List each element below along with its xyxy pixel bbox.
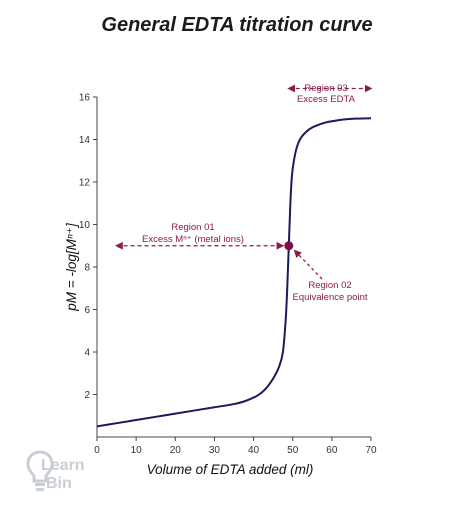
- region3-title: Region 03: [304, 83, 347, 94]
- x-tick-label: 40: [248, 445, 260, 456]
- region1-subtitle: Excess Mⁿ⁺ (metal ions): [142, 234, 244, 245]
- region2-title: Region 02: [308, 280, 351, 291]
- y-tick-label: 10: [79, 220, 91, 231]
- x-tick-label: 60: [326, 445, 338, 456]
- annotations: Region 01 Excess Mⁿ⁺ (metal ions) Region…: [115, 83, 373, 303]
- y-axis-label: pM = -log[Mⁿ⁺]: [64, 222, 79, 312]
- lightbulb-icon: [26, 450, 54, 491]
- region1-title: Region 01: [171, 222, 214, 233]
- equivalence-point-marker: [284, 241, 294, 251]
- x-tick-label: 50: [287, 445, 299, 456]
- y-tick-label: 2: [84, 390, 90, 401]
- x-tick-label: 0: [94, 445, 100, 456]
- region2-subtitle: Equivalence point: [293, 292, 368, 303]
- titration-curve-line: [96, 117, 372, 428]
- y-tick-label: 8: [84, 263, 90, 274]
- x-tick-label: 70: [365, 445, 377, 456]
- x-tick-label: 20: [170, 445, 182, 456]
- logo-text-line1: Learn: [41, 457, 85, 474]
- x-tick-label: 30: [209, 445, 221, 456]
- chart-title: General EDTA titration curve: [101, 14, 372, 36]
- logo-text-line2: Bin: [46, 475, 72, 492]
- region2-arrow: [293, 249, 323, 280]
- y-tick-label: 12: [79, 178, 91, 189]
- x-tick-label: 10: [131, 445, 143, 456]
- region3-subtitle: Excess EDTA: [297, 94, 356, 105]
- y-tick-label: 4: [84, 348, 90, 359]
- y-tick-label: 16: [79, 93, 91, 104]
- x-axis-label: Volume of EDTA added (ml): [147, 462, 314, 477]
- x-ticks: 0 10 20 30 40 50 60 70: [94, 437, 377, 456]
- axes: [96, 97, 371, 438]
- y-tick-label: 6: [84, 305, 90, 316]
- learnbin-logo: Learn Bin: [26, 450, 85, 492]
- y-tick-label: 14: [79, 135, 91, 146]
- y-ticks: 2 4 6 8 10 12 14 16: [79, 93, 97, 401]
